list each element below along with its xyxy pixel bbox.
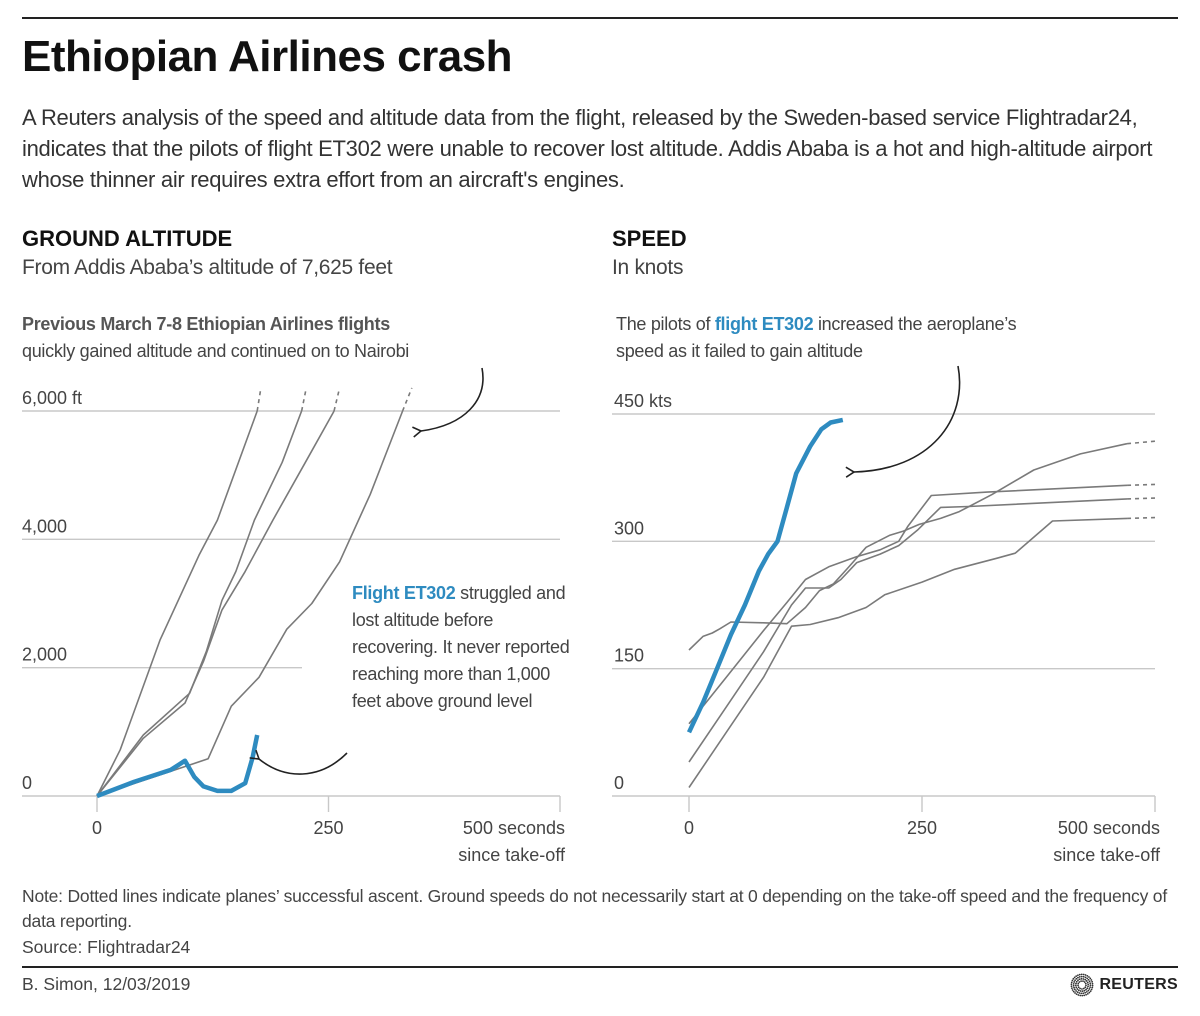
x-axis-title: since take-off bbox=[458, 845, 566, 865]
previous-flight-line bbox=[96, 410, 335, 797]
previous-flight-dotted-extension bbox=[1127, 516, 1156, 520]
altitude-chart: 0 2,000 4,000 6,000 ft 0 250 500 seconds since … bbox=[22, 387, 566, 865]
et302-speed-text-pre: The pilots of bbox=[616, 314, 715, 334]
y-tick-label: 450 kts bbox=[614, 391, 672, 411]
x-tick-label: 0 bbox=[92, 818, 102, 838]
x-tick-label: 250 bbox=[907, 818, 937, 838]
y-tick-label: 2,000 bbox=[22, 645, 67, 665]
reuters-logo: REUTERS bbox=[1070, 973, 1178, 997]
previous-flight-dotted-extension bbox=[1127, 483, 1156, 487]
byline: B. Simon, 12/03/2019 bbox=[22, 974, 191, 994]
top-rule bbox=[22, 17, 1178, 19]
x-tick-label: 500 seconds bbox=[1058, 818, 1160, 838]
source-credit: Source: Flightradar24 bbox=[22, 937, 191, 957]
y-tick-label: 300 bbox=[614, 518, 644, 538]
et302-speed-text-post: increased the aeroplane’s speed as it fa… bbox=[616, 314, 1017, 361]
previous-flight-line bbox=[688, 442, 1128, 651]
previous-flight-dotted-extension bbox=[333, 387, 341, 412]
bottom-rule bbox=[22, 966, 1178, 968]
previous-flights-annotation-text: quickly gained altitude and continued on… bbox=[22, 341, 409, 361]
y-tick-label: 6,000 ft bbox=[22, 388, 82, 408]
previous-flight-line bbox=[96, 410, 404, 797]
x-tick-label: 250 bbox=[313, 818, 343, 838]
previous-flight-dotted-extension bbox=[1127, 497, 1156, 500]
speed-panel-subtitle: In knots bbox=[612, 256, 684, 279]
et302-altitude-annotation: Flight ET302 struggled and lost altitude… bbox=[352, 580, 577, 715]
reuters-wordmark: REUTERS bbox=[1099, 976, 1178, 993]
page-title: Ethiopian Airlines crash bbox=[22, 32, 513, 81]
y-tick-label: 0 bbox=[22, 773, 32, 793]
y-tick-label: 4,000 bbox=[22, 516, 67, 536]
previous-flight-line bbox=[688, 484, 1128, 725]
previous-flight-line bbox=[96, 410, 258, 797]
previous-flights-annotation-bold: Previous March 7-8 Ethiopian Airlines fl… bbox=[22, 314, 390, 334]
previous-flight-dotted-extension bbox=[1126, 440, 1156, 445]
previous-flight-dotted-extension bbox=[256, 387, 262, 412]
previous-flight-line bbox=[688, 517, 1128, 788]
et302-speed-highlight: flight ET302 bbox=[714, 314, 814, 334]
intro-paragraph: A Reuters analysis of the speed and alti… bbox=[22, 105, 1153, 192]
et302-line bbox=[96, 734, 260, 799]
altitude-panel-title: GROUND ALTITUDE bbox=[22, 226, 233, 251]
y-tick-label: 150 bbox=[614, 646, 644, 666]
et302-altitude-highlight: Flight ET302 bbox=[352, 583, 456, 603]
y-tick-label: 0 bbox=[614, 773, 624, 793]
previous-flight-dotted-extension bbox=[300, 387, 308, 412]
x-tick-label: 0 bbox=[684, 818, 694, 838]
previous-flight-line bbox=[96, 410, 303, 797]
reuters-dot-ring-icon bbox=[1070, 973, 1094, 997]
altitude-panel-subtitle: From Addis Ababa’s altitude of 7,625 fee… bbox=[22, 256, 393, 279]
previous-flight-dotted-extension bbox=[401, 387, 413, 412]
previous-flight-line bbox=[688, 498, 1128, 763]
et302-line bbox=[686, 417, 844, 734]
x-axis-title: since take-off bbox=[1053, 845, 1161, 865]
et302-speed-annotation: The pilots of flight ET302 increased the… bbox=[616, 311, 1046, 365]
speed-panel-title: SPEED bbox=[612, 226, 687, 251]
previous-flights-annotation: Previous March 7-8 Ethiopian Airlines fl… bbox=[22, 311, 542, 365]
et302-altitude-arrow bbox=[249, 749, 348, 775]
footnote: Note: Dotted lines indicate planes’ succ… bbox=[22, 886, 1167, 931]
x-tick-label: 500 seconds bbox=[463, 818, 565, 838]
et302-speed-arrow bbox=[845, 365, 961, 478]
speed-chart: 0 150 300 450 kts 0 250 500 seconds since take-… bbox=[612, 391, 1161, 865]
et302-altitude-text: struggled and lost altitude before recov… bbox=[352, 583, 570, 711]
previous-flights-arrow bbox=[412, 367, 484, 438]
